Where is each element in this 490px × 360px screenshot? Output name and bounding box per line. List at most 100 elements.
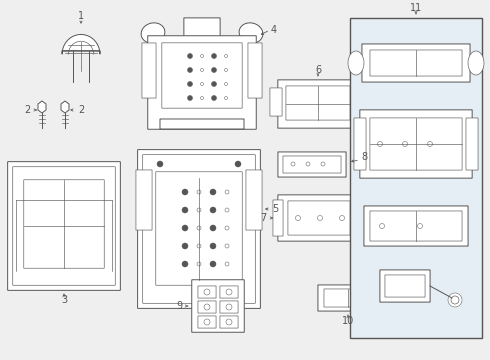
Circle shape (210, 189, 216, 195)
FancyBboxPatch shape (142, 43, 156, 98)
FancyBboxPatch shape (370, 50, 462, 76)
FancyBboxPatch shape (198, 286, 216, 298)
FancyBboxPatch shape (138, 150, 260, 309)
FancyBboxPatch shape (318, 285, 378, 311)
Circle shape (379, 224, 385, 229)
Circle shape (212, 54, 217, 59)
Circle shape (212, 81, 217, 86)
FancyBboxPatch shape (283, 156, 341, 173)
Circle shape (182, 261, 188, 267)
Circle shape (224, 82, 227, 86)
Text: 3: 3 (61, 295, 67, 305)
FancyBboxPatch shape (143, 155, 255, 303)
FancyBboxPatch shape (246, 170, 262, 230)
Circle shape (200, 68, 203, 72)
Text: 9: 9 (176, 301, 182, 311)
FancyBboxPatch shape (248, 43, 262, 98)
Circle shape (197, 262, 201, 266)
FancyBboxPatch shape (354, 88, 366, 116)
Circle shape (182, 225, 188, 231)
FancyBboxPatch shape (362, 44, 470, 82)
Circle shape (402, 141, 408, 147)
Text: 5: 5 (272, 204, 278, 214)
Circle shape (204, 289, 210, 295)
Circle shape (295, 216, 300, 220)
FancyBboxPatch shape (385, 275, 425, 297)
Circle shape (157, 161, 163, 167)
FancyBboxPatch shape (370, 118, 462, 170)
Circle shape (377, 141, 383, 147)
Circle shape (340, 216, 344, 220)
FancyBboxPatch shape (198, 301, 216, 313)
FancyBboxPatch shape (220, 301, 238, 313)
Circle shape (291, 162, 295, 166)
Circle shape (200, 54, 203, 58)
Circle shape (200, 82, 203, 86)
Circle shape (188, 81, 193, 86)
Polygon shape (62, 35, 100, 54)
Ellipse shape (348, 51, 364, 75)
Circle shape (451, 296, 459, 304)
Circle shape (225, 208, 229, 212)
Circle shape (225, 262, 229, 266)
FancyBboxPatch shape (354, 118, 366, 170)
Circle shape (226, 304, 232, 310)
Circle shape (197, 190, 201, 194)
Circle shape (224, 54, 227, 58)
Circle shape (318, 216, 322, 220)
Circle shape (182, 243, 188, 249)
Circle shape (225, 244, 229, 248)
Circle shape (188, 68, 193, 72)
Circle shape (188, 54, 193, 59)
Text: 1: 1 (78, 11, 84, 21)
Circle shape (448, 293, 462, 307)
Circle shape (210, 207, 216, 213)
Circle shape (226, 319, 232, 325)
FancyBboxPatch shape (24, 180, 104, 268)
FancyBboxPatch shape (286, 86, 350, 120)
Circle shape (182, 207, 188, 213)
FancyBboxPatch shape (278, 80, 358, 128)
Ellipse shape (141, 23, 165, 43)
Text: 2: 2 (78, 105, 84, 115)
Text: 7: 7 (260, 213, 266, 223)
Circle shape (200, 96, 203, 99)
Circle shape (212, 68, 217, 72)
FancyBboxPatch shape (220, 286, 238, 298)
FancyBboxPatch shape (13, 167, 115, 285)
Circle shape (210, 225, 216, 231)
FancyBboxPatch shape (273, 200, 283, 236)
FancyBboxPatch shape (270, 88, 282, 116)
Text: 6: 6 (315, 65, 321, 75)
Text: 8: 8 (361, 152, 367, 162)
Circle shape (197, 244, 201, 248)
FancyBboxPatch shape (278, 195, 360, 241)
FancyBboxPatch shape (148, 36, 256, 129)
FancyBboxPatch shape (184, 18, 220, 40)
Circle shape (417, 224, 422, 229)
Circle shape (235, 161, 241, 167)
Ellipse shape (239, 23, 263, 43)
FancyBboxPatch shape (198, 316, 216, 328)
Text: 10: 10 (342, 316, 354, 326)
FancyBboxPatch shape (192, 280, 244, 332)
FancyBboxPatch shape (324, 289, 372, 307)
Circle shape (224, 68, 227, 72)
Circle shape (210, 261, 216, 267)
Circle shape (210, 243, 216, 249)
Polygon shape (38, 101, 46, 113)
FancyBboxPatch shape (370, 211, 462, 241)
Bar (350, 18, 482, 338)
FancyBboxPatch shape (355, 200, 365, 236)
Circle shape (204, 319, 210, 325)
Circle shape (188, 95, 193, 100)
Circle shape (225, 226, 229, 230)
FancyBboxPatch shape (380, 270, 430, 302)
Circle shape (197, 208, 201, 212)
FancyBboxPatch shape (156, 172, 242, 285)
Circle shape (427, 141, 433, 147)
FancyBboxPatch shape (364, 206, 468, 246)
FancyBboxPatch shape (220, 316, 238, 328)
Ellipse shape (468, 51, 484, 75)
Circle shape (306, 162, 310, 166)
